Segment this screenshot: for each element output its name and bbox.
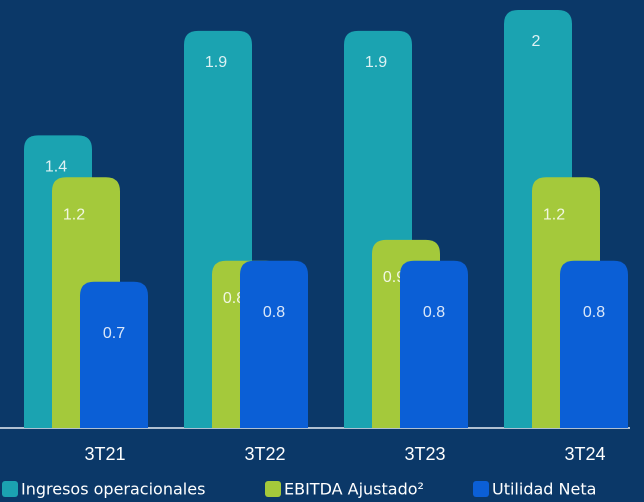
legend-swatch	[265, 481, 281, 497]
bar	[560, 260, 628, 428]
legend-label: Utilidad Neta	[492, 480, 596, 499]
legend-label: EBITDA Ajustado²	[284, 480, 424, 499]
x-tick-label: 3T23	[404, 444, 445, 464]
bar	[400, 260, 468, 428]
data-label: 1.4	[45, 159, 67, 176]
data-label: 1.9	[205, 54, 227, 71]
bar	[240, 260, 308, 428]
legend-swatch	[473, 481, 489, 497]
data-label: 0.9	[383, 269, 405, 286]
bar	[80, 281, 148, 428]
x-tick-label: 3T22	[244, 444, 285, 464]
x-tick-label: 3T21	[84, 444, 125, 464]
data-label: 0.7	[103, 325, 125, 342]
data-label: 1.2	[63, 206, 85, 223]
data-label: 0.8	[223, 290, 245, 307]
legend-swatch	[2, 481, 18, 497]
data-label: 0.8	[583, 304, 605, 321]
data-label: 0.8	[423, 304, 445, 321]
data-label: 1.9	[365, 54, 387, 71]
x-tick-label: 3T24	[564, 444, 605, 464]
data-label: 0.8	[263, 304, 285, 321]
data-label: 2	[532, 33, 541, 50]
legend-label: Ingresos operacionales	[21, 480, 205, 499]
data-label: 1.2	[543, 206, 565, 223]
